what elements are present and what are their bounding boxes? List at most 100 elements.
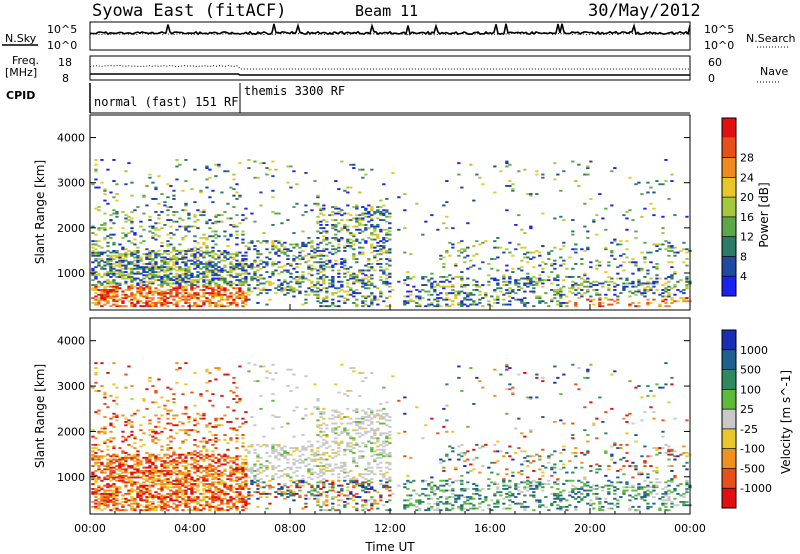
power-cell (208, 302, 212, 304)
velocity-cell (217, 473, 221, 476)
power-cell (370, 266, 374, 269)
velocity-cell (352, 452, 356, 454)
velocity-cell (322, 483, 326, 485)
power-cell (673, 254, 677, 257)
velocity-cell (127, 491, 131, 494)
power-cell (598, 193, 602, 195)
velocity-cell (247, 476, 251, 479)
power-cell (523, 297, 527, 299)
velocity-cell (346, 422, 350, 425)
velocity-cell (280, 425, 284, 428)
power-cell (280, 251, 284, 254)
power-cell (610, 254, 614, 257)
velocity-cell (184, 406, 188, 409)
power-cell (664, 290, 668, 293)
power-cell (559, 293, 563, 296)
power-cell (310, 280, 314, 283)
velocity-cell (220, 483, 224, 485)
power-cell (127, 289, 131, 291)
power-cell (157, 266, 161, 269)
velocity-cell (136, 502, 140, 505)
velocity-cell (331, 473, 335, 476)
velocity-cell (181, 429, 185, 432)
velocity-cell (130, 491, 134, 494)
velocity-cell (139, 496, 143, 498)
velocity-cell (94, 505, 98, 508)
velocity-cell (175, 465, 179, 467)
velocity-cell (160, 483, 164, 485)
velocity-cell (298, 486, 302, 489)
power-cell (148, 292, 152, 295)
velocity-cell (118, 509, 122, 512)
velocity-cell (325, 470, 329, 472)
velocity-cell (349, 481, 353, 484)
power-cell (250, 290, 254, 293)
power-cell (280, 287, 284, 290)
power-cell (352, 233, 356, 236)
power-cell (97, 297, 101, 299)
power-cell (313, 284, 317, 286)
power-cell (187, 298, 191, 301)
velocity-cell (328, 445, 332, 448)
power-cell (169, 269, 173, 272)
power-cell (151, 297, 155, 299)
velocity-cell (211, 393, 215, 396)
velocity-cell (265, 460, 269, 463)
power-cell (112, 271, 116, 273)
power-cell (364, 241, 368, 244)
velocity-cell (238, 484, 242, 487)
velocity-cell (253, 481, 257, 484)
velocity-cell (94, 496, 98, 498)
power-cell (655, 274, 659, 277)
power-cell (265, 256, 269, 259)
velocity-cell (196, 455, 200, 458)
velocity-cell (175, 483, 179, 485)
velocity-cell (103, 489, 107, 492)
power-cell (217, 256, 221, 259)
power-cell (403, 251, 407, 254)
power-cell (283, 253, 287, 256)
power-cell (346, 204, 350, 207)
velocity-cell (196, 489, 200, 492)
noise-tick-high: 10^5 (47, 23, 77, 36)
velocity-cell (310, 468, 314, 471)
power-cell (538, 251, 542, 254)
velocity-cell (97, 489, 101, 492)
power-cell (121, 237, 125, 239)
power-cell (367, 276, 371, 278)
velocity-cell (343, 448, 347, 451)
power-cell (256, 266, 260, 269)
velocity-cell (262, 492, 266, 495)
velocity-cell (142, 492, 146, 495)
power-cell (211, 250, 215, 252)
power-cell (454, 264, 458, 267)
velocity-cell (142, 509, 146, 512)
power-cell (457, 293, 461, 296)
power-cell (685, 248, 689, 251)
power-cell (625, 211, 629, 213)
power-cell (136, 264, 140, 267)
velocity-cell (196, 497, 200, 500)
velocity-cell (142, 473, 146, 476)
power-cell (172, 256, 176, 259)
power-cell (499, 246, 503, 249)
velocity-cell (148, 466, 152, 469)
power-cell (676, 251, 680, 254)
power-cell (523, 253, 527, 256)
power-cell (451, 277, 455, 280)
velocity-cell (193, 417, 197, 420)
velocity-cell (121, 501, 125, 503)
power-cell (352, 235, 356, 238)
velocity-cell (157, 425, 161, 428)
power-cell (214, 274, 218, 277)
power-cell (145, 185, 149, 187)
power-cell (97, 209, 101, 212)
power-cell (460, 276, 464, 278)
power-cell (403, 282, 407, 285)
power-cell (523, 232, 527, 234)
power-cell (613, 300, 617, 303)
power-cell (637, 267, 641, 270)
nave-tick-high: 60 (708, 56, 722, 69)
power-cell (343, 258, 347, 260)
